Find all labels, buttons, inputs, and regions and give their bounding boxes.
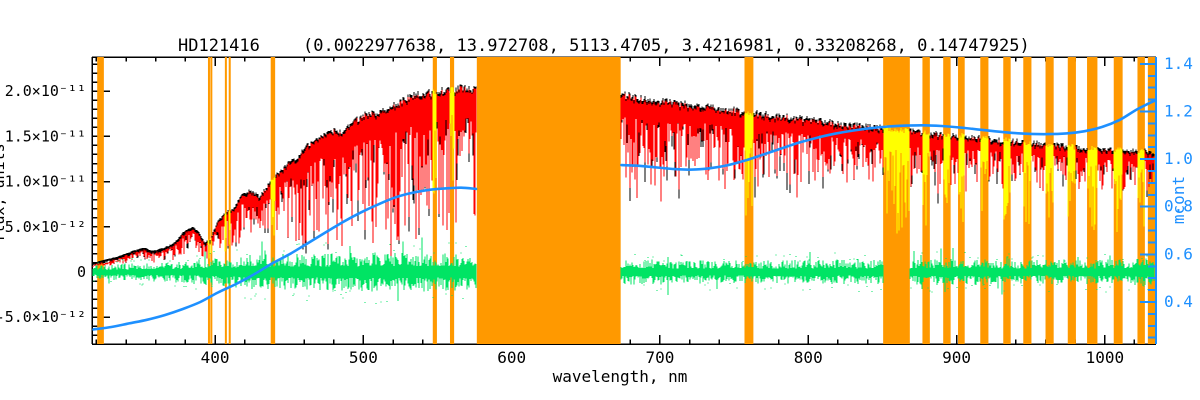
x-tick-label: 600 [497, 348, 526, 367]
masked-spectrum [207, 87, 1145, 259]
masked-band [224, 57, 227, 344]
right-y-axis-label: mcont [1169, 176, 1188, 224]
left-tick-label: -5.0×10⁻¹² [0, 308, 86, 326]
x-tick-label: 800 [794, 348, 823, 367]
axes-layer: 400 500 600 700 800 900 1000 2.0×10⁻¹¹ 1.5×10⁻¹¹… [0, 56, 1156, 367]
masked-band [1045, 57, 1054, 344]
right-tick-label: 0.6 [1164, 244, 1193, 263]
residual-layer [92, 237, 1155, 304]
x-tick-label: 400 [201, 348, 230, 367]
masked-band [228, 57, 231, 344]
left-tick-label: 1.0×10⁻¹¹ [5, 173, 86, 191]
masked-band [207, 57, 210, 344]
observed-spectrum-layer [92, 84, 1155, 269]
left-tick-label: 1.5×10⁻¹¹ [5, 127, 86, 145]
x-tick-label: 500 [349, 348, 378, 367]
masked-band [1147, 57, 1157, 344]
masked-band [97, 57, 104, 344]
right-tick-label: 0.8 [1164, 197, 1193, 216]
model-fit [92, 86, 1155, 269]
masked-band [432, 57, 437, 344]
x-axis-label: wavelength, nm [553, 367, 688, 386]
mcont-curve [92, 186, 478, 331]
left-tick-label: 5.0×10⁻¹² [5, 218, 86, 236]
plot-title-params: (0.0022977638, 13.972708, 5113.4705, 3.4… [303, 36, 1030, 56]
x-tick-label: 700 [646, 348, 675, 367]
masked-band [980, 57, 989, 344]
masked-band [1067, 57, 1076, 344]
masked-band [1023, 57, 1032, 344]
residual-series [92, 237, 1155, 304]
masked-band [449, 57, 455, 344]
right-tick-label: 1.4 [1164, 54, 1193, 73]
masked-band [210, 57, 213, 344]
right-tick-label: 1.2 [1164, 102, 1193, 121]
left-tick-label: 2.0×10⁻¹¹ [5, 82, 86, 100]
masked-band [744, 57, 754, 344]
masked-band [476, 57, 621, 344]
left-y-axis-label-clipped: flux, units [0, 143, 8, 242]
right-tick-label: 0.4 [1164, 292, 1193, 311]
right-axis-layer: 1.4 1.2 1.0 0.8 0.6 0.4 [1140, 54, 1193, 344]
mcont-curve [620, 99, 1157, 171]
mcont-curve-layer [92, 99, 1157, 331]
masked-band [1137, 57, 1145, 344]
left-tick-label: 0 [77, 263, 86, 281]
x-tick-label: 1000 [1086, 348, 1125, 367]
plot-title-star: HD121416 [178, 36, 260, 56]
x-tick-label: 900 [942, 348, 971, 367]
right-tick-label: 1.0 [1164, 149, 1193, 168]
